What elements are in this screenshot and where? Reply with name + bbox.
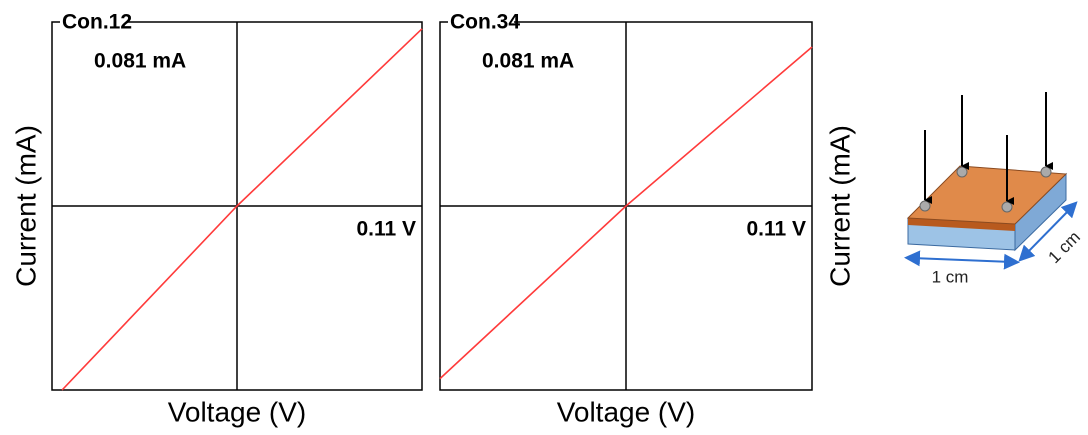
annotation: 0.081 mA [94, 50, 186, 73]
iv-curve [439, 46, 813, 380]
contact [919, 200, 931, 212]
chart-title: Con.34 [450, 11, 520, 34]
title-bg [60, 10, 126, 34]
contact [956, 166, 968, 178]
dimension-label: 1 cm [1045, 228, 1084, 267]
dimension-arrow [904, 250, 1020, 270]
x-axis-label: Voltage (V) [168, 396, 307, 427]
contact [1001, 201, 1013, 213]
x-axis-label: Voltage (V) [557, 396, 696, 427]
iv-curve [61, 28, 423, 391]
annotation: 0.081 mA [482, 50, 574, 73]
dimension-arrow [1018, 201, 1078, 262]
chart-title: Con.12 [62, 11, 132, 34]
y-axis-label: Current (mA) [824, 125, 855, 287]
y-axis-label: Current (mA) [10, 125, 41, 287]
title-bg [448, 10, 514, 34]
sample-diagram: 1 cm 1 cm [904, 92, 1084, 286]
layer [908, 218, 1015, 231]
annotation: 0.11 V [356, 218, 416, 241]
contact [1040, 166, 1052, 178]
dimension-label: 1 cm [932, 267, 969, 286]
annotation: 0.11 V [746, 218, 806, 241]
